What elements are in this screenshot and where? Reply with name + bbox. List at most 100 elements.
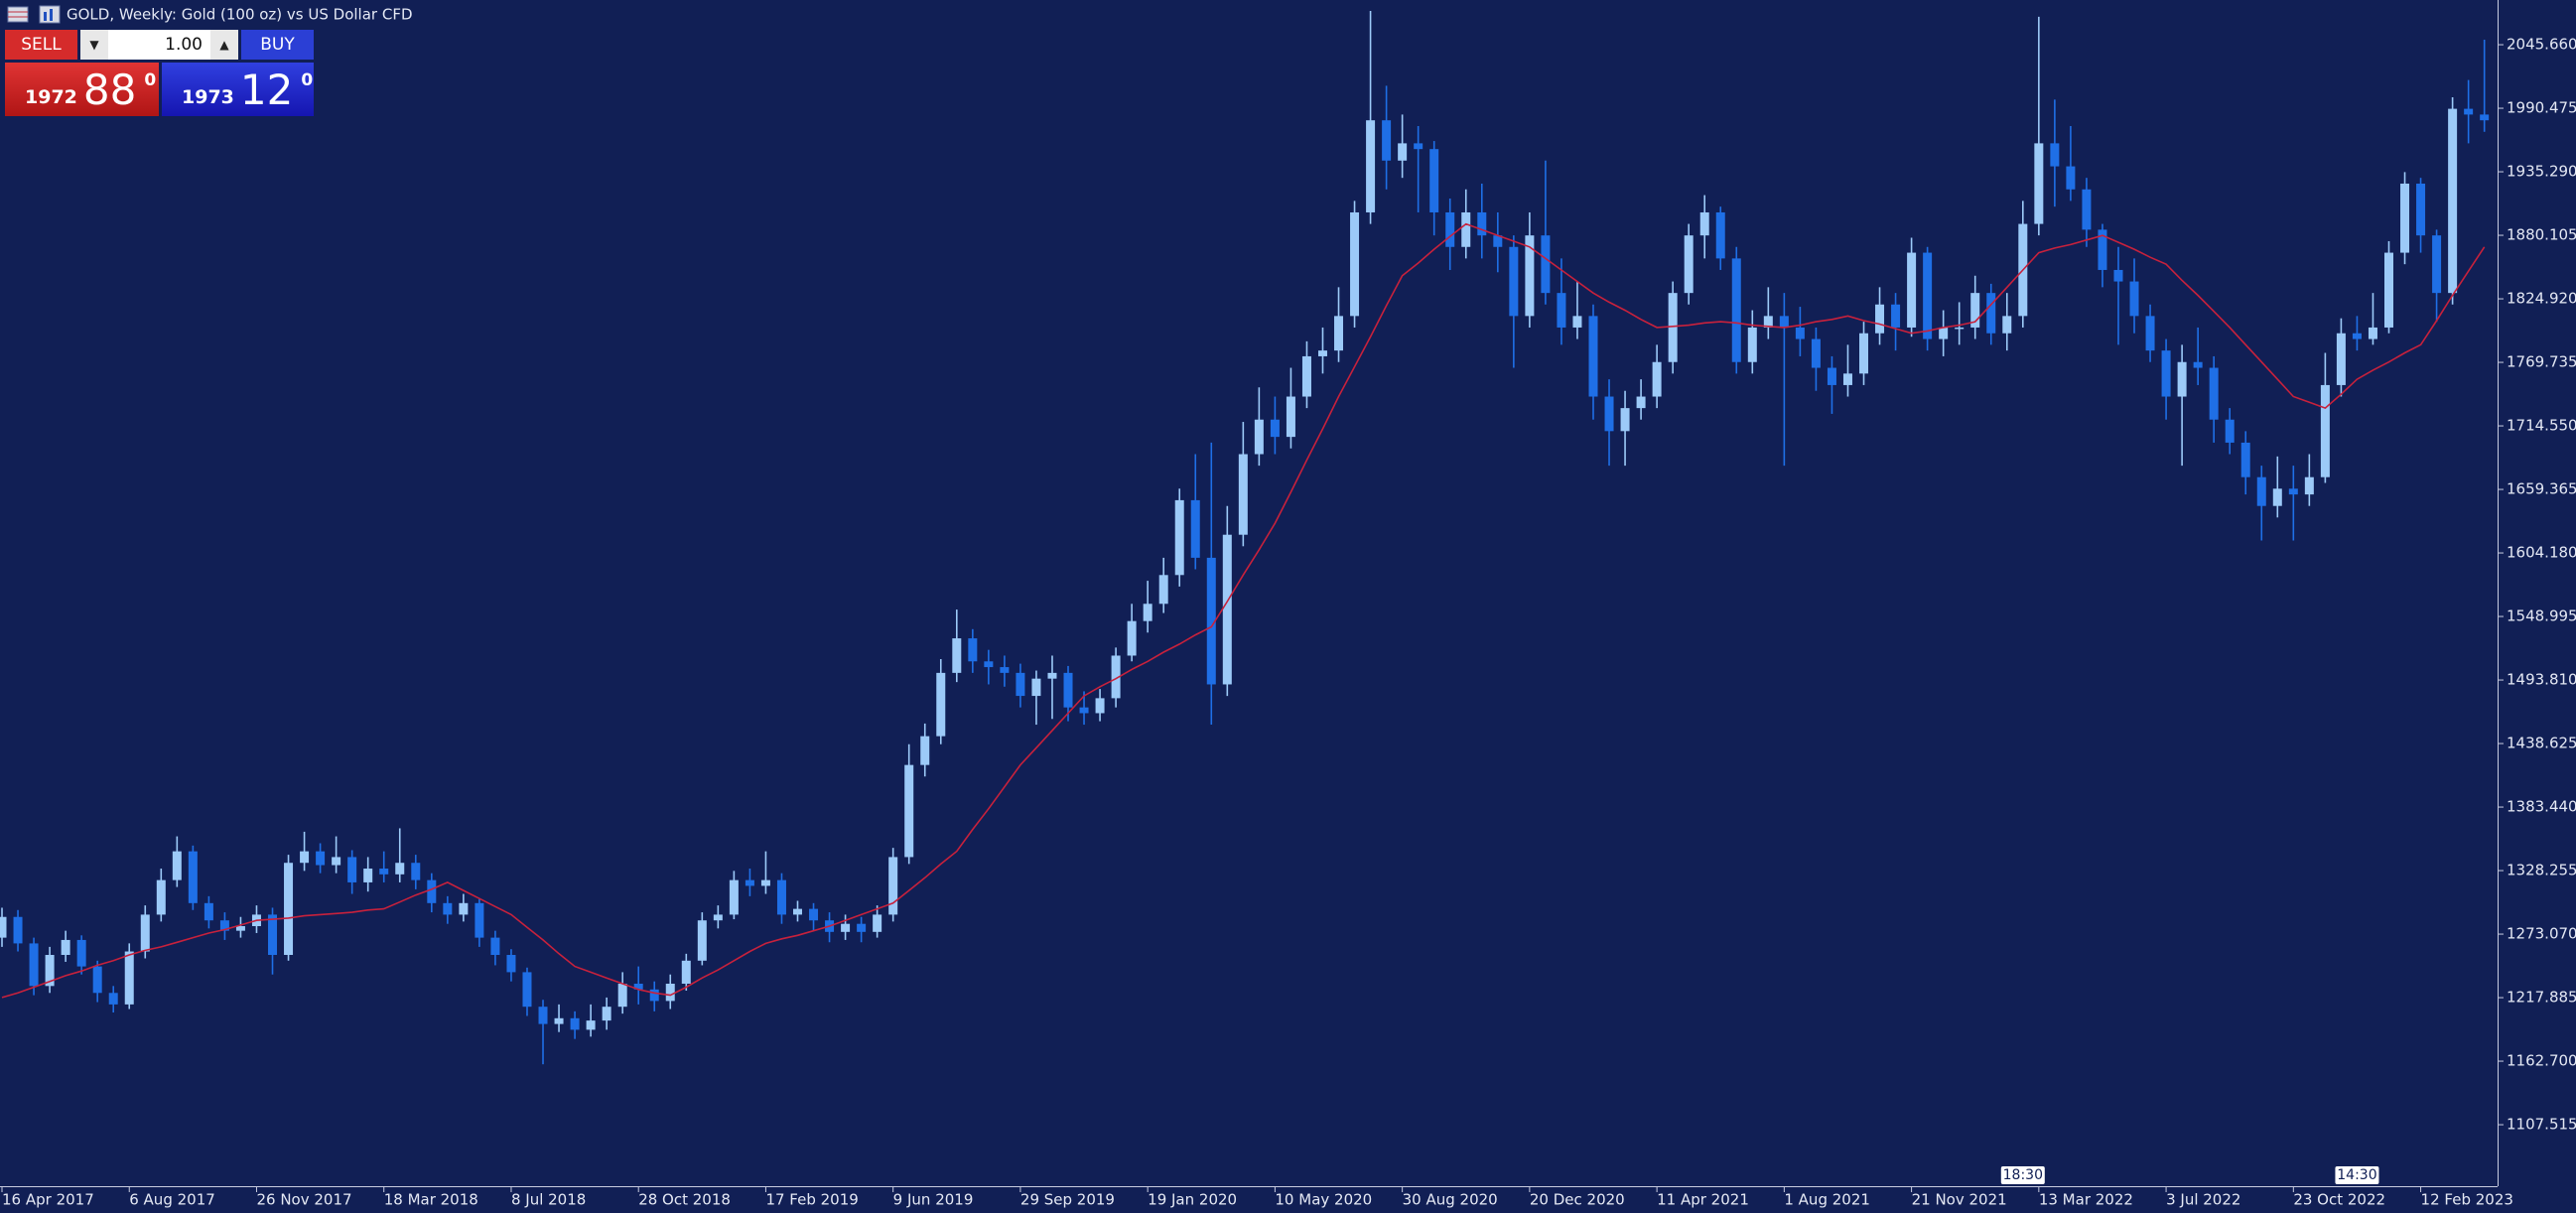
x-tick-label: 21 Nov 2021 bbox=[1912, 1191, 2007, 1209]
x-tick-label: 12 Feb 2023 bbox=[2421, 1191, 2513, 1209]
candle-body bbox=[2448, 108, 2458, 294]
candle-body bbox=[1079, 707, 1089, 714]
sell-button[interactable]: SELL bbox=[5, 30, 77, 60]
x-tick-label: 16 Apr 2017 bbox=[2, 1191, 94, 1209]
x-tick-label: 28 Oct 2018 bbox=[638, 1191, 731, 1209]
x-tick-label: 29 Sep 2019 bbox=[1020, 1191, 1115, 1209]
x-tick-label: 13 Mar 2022 bbox=[2039, 1191, 2133, 1209]
candle-body bbox=[235, 926, 245, 931]
y-tick-label: 1714.550 bbox=[2507, 417, 2576, 435]
bid-price[interactable]: 1972 88 0 bbox=[5, 63, 159, 116]
candle-body bbox=[1811, 338, 1821, 368]
candle-body bbox=[1334, 316, 1344, 351]
candle-body bbox=[2225, 419, 2235, 443]
x-tick-label: 30 Aug 2020 bbox=[1403, 1191, 1498, 1209]
bid-sup: 0 bbox=[144, 70, 157, 90]
y-tick-label: 1880.105 bbox=[2507, 226, 2576, 244]
candle-body bbox=[633, 984, 643, 990]
ask-sup: 0 bbox=[301, 70, 314, 90]
candle-body bbox=[1875, 304, 1885, 334]
candle-body bbox=[984, 661, 994, 668]
time-marker-label: 18:30 bbox=[2003, 1167, 2043, 1183]
y-tick-label: 1328.255 bbox=[2507, 862, 2576, 879]
bid-main: 88 bbox=[82, 66, 137, 114]
y-tick-label: 1383.440 bbox=[2507, 798, 2576, 816]
y-tick-label: 1990.475 bbox=[2507, 99, 2576, 117]
candle-body bbox=[2240, 442, 2250, 477]
x-tick-label: 23 Oct 2022 bbox=[2293, 1191, 2385, 1209]
x-tick-label: 8 Jul 2018 bbox=[511, 1191, 586, 1209]
candle-body bbox=[1286, 396, 1295, 438]
time-marker-box bbox=[2335, 1166, 2379, 1184]
candle-body bbox=[45, 955, 55, 987]
y-tick-label: 1493.810 bbox=[2507, 671, 2576, 689]
candle-body bbox=[1063, 672, 1073, 708]
candle-body bbox=[427, 879, 437, 903]
candle-body bbox=[857, 923, 867, 932]
candle-body bbox=[1414, 143, 1424, 150]
candle-body bbox=[124, 951, 134, 1005]
candle-body bbox=[1095, 698, 1105, 714]
candle-body bbox=[316, 851, 326, 866]
candle-body bbox=[1350, 211, 1360, 317]
candle-body bbox=[586, 1020, 596, 1030]
buy-button[interactable]: BUY bbox=[241, 30, 314, 60]
candle-body bbox=[920, 736, 930, 765]
candle-body bbox=[1636, 396, 1646, 409]
lot-input[interactable]: 1.00 bbox=[108, 30, 210, 60]
candle-body bbox=[2050, 143, 2060, 167]
window-icons bbox=[7, 5, 61, 24]
candle-body bbox=[379, 869, 389, 875]
y-tick-label: 1107.515 bbox=[2507, 1116, 2576, 1134]
candle-body bbox=[617, 984, 627, 1008]
candle-body bbox=[1317, 350, 1327, 356]
candle-body bbox=[1477, 211, 1487, 236]
candle-body bbox=[681, 960, 691, 985]
ask-price[interactable]: 1973 12 0 bbox=[162, 63, 314, 116]
candle-body bbox=[219, 920, 229, 931]
candle-body bbox=[1429, 149, 1439, 212]
candle-body bbox=[2129, 281, 2139, 317]
candle-body bbox=[1398, 143, 1408, 161]
x-tick-label: 26 Nov 2017 bbox=[256, 1191, 351, 1209]
y-tick-label: 1548.995 bbox=[2507, 607, 2576, 625]
icon-bar bbox=[50, 9, 53, 21]
y-tick-label: 1438.625 bbox=[2507, 735, 2576, 752]
candle-body bbox=[665, 984, 675, 1002]
time-marker-box bbox=[2000, 1166, 2045, 1184]
candle-body bbox=[2066, 166, 2076, 190]
candle-body bbox=[1795, 327, 1805, 339]
candle-body bbox=[841, 923, 851, 932]
candle-body bbox=[649, 989, 659, 1002]
candle-body bbox=[1254, 419, 1264, 455]
candle-body bbox=[1461, 211, 1471, 247]
candle-body bbox=[475, 902, 484, 938]
candle-body bbox=[904, 764, 914, 858]
candle-body bbox=[522, 972, 532, 1008]
candle-body bbox=[2161, 350, 2171, 397]
candle-body bbox=[2288, 488, 2298, 495]
lot-decrease[interactable]: ▼ bbox=[80, 30, 108, 60]
x-tick-label: 1 Aug 2021 bbox=[1784, 1191, 1870, 1209]
candle-body bbox=[1382, 120, 1392, 161]
candle-body bbox=[188, 851, 198, 903]
moving-average-line bbox=[1, 222, 2486, 999]
candle-body bbox=[1127, 620, 1137, 656]
candle-body bbox=[61, 939, 70, 956]
candle-body bbox=[1174, 499, 1184, 576]
candle-body bbox=[1684, 235, 1694, 294]
y-tick-label: 1217.885 bbox=[2507, 989, 2576, 1007]
candle-body bbox=[1031, 678, 1041, 697]
candle-body bbox=[2304, 476, 2314, 495]
candle-body bbox=[1111, 655, 1121, 699]
lot-increase[interactable]: ▲ bbox=[210, 30, 238, 60]
candle-body bbox=[1923, 252, 1933, 339]
candle-body bbox=[1509, 246, 1519, 317]
candle-body bbox=[2352, 333, 2362, 339]
y-tick-label: 1824.920 bbox=[2507, 290, 2576, 308]
candle-body bbox=[793, 908, 802, 915]
candle-body bbox=[347, 857, 357, 882]
x-tick-label: 9 Jun 2019 bbox=[893, 1191, 974, 1209]
candle-body bbox=[1557, 293, 1566, 328]
